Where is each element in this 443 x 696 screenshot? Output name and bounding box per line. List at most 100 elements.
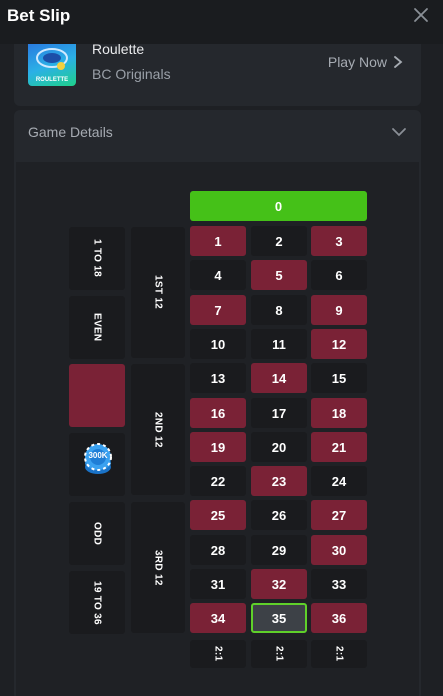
column-bet-3-label: 2:1	[333, 646, 345, 662]
number-cell-12[interactable]: 12	[311, 329, 367, 359]
number-cell-18-label: 18	[331, 405, 347, 421]
number-cell-19-label: 19	[210, 439, 226, 455]
number-cell-24[interactable]: 24	[311, 466, 367, 496]
number-cell-20[interactable]: 20	[251, 432, 307, 462]
number-cell-4[interactable]: 4	[190, 260, 246, 290]
number-cell-5-label: 5	[275, 267, 283, 283]
close-icon[interactable]	[411, 5, 431, 25]
number-cell-3-label: 3	[335, 233, 343, 249]
game-thumbnail[interactable]: ROULETTE	[28, 44, 76, 86]
outside-bet-6-label: 19 TO 36	[91, 580, 103, 625]
number-cell-15-label: 15	[331, 370, 347, 386]
number-cell-27[interactable]: 27	[311, 500, 367, 530]
number-cell-6-label: 6	[335, 267, 343, 283]
play-now-link[interactable]: Play Now	[328, 54, 403, 70]
game-details-toggle[interactable]: Game Details	[14, 110, 421, 154]
number-cell-25-label: 25	[210, 507, 226, 523]
game-name: Roulette	[92, 41, 145, 57]
number-cell-34[interactable]: 34	[190, 603, 246, 633]
number-cell-21[interactable]: 21	[311, 432, 367, 462]
number-cell-8[interactable]: 8	[251, 295, 307, 325]
number-cell-12-label: 12	[331, 336, 347, 352]
bet-slip-header: Bet Slip	[0, 0, 443, 44]
number-cell-18[interactable]: 18	[311, 398, 367, 428]
number-cell-16-label: 16	[210, 405, 226, 421]
outside-bet-2-label: EVEN	[91, 313, 103, 342]
number-cell-4-label: 4	[214, 267, 222, 283]
number-cell-10[interactable]: 10	[190, 329, 246, 359]
chevron-right-icon	[394, 56, 403, 68]
outside-bet-2[interactable]: EVEN	[69, 296, 125, 359]
number-cell-3[interactable]: 3	[311, 226, 367, 256]
number-cell-5[interactable]: 5	[251, 260, 307, 290]
number-cell-0[interactable]: 0	[190, 191, 367, 221]
outside-bet-1-label: 1 TO 18	[91, 239, 103, 278]
dozen-bet-3-label: 3RD 12	[152, 549, 164, 586]
number-cell-23[interactable]: 23	[251, 466, 307, 496]
column-bet-1-label: 2:1	[212, 646, 224, 662]
number-cell-17-label: 17	[271, 405, 287, 421]
number-cell-22-label: 22	[210, 473, 226, 489]
number-cell-26[interactable]: 26	[251, 500, 307, 530]
number-cell-13[interactable]: 13	[190, 363, 246, 393]
number-cell-7-label: 7	[214, 302, 222, 318]
number-cell-11-label: 11	[272, 336, 286, 352]
number-cell-14[interactable]: 14	[251, 363, 307, 393]
number-cell-32[interactable]: 32	[251, 569, 307, 599]
number-cell-7[interactable]: 7	[190, 295, 246, 325]
number-cell-30[interactable]: 30	[311, 535, 367, 565]
column-bet-2[interactable]: 2:1	[251, 640, 307, 668]
number-cell-17[interactable]: 17	[251, 398, 307, 428]
number-cell-25[interactable]: 25	[190, 500, 246, 530]
number-cell-2[interactable]: 2	[251, 226, 307, 256]
number-cell-9[interactable]: 9	[311, 295, 367, 325]
number-cell-31[interactable]: 31	[190, 569, 246, 599]
number-cell-1[interactable]: 1	[190, 226, 246, 256]
number-cell-21-label: 21	[331, 439, 347, 455]
column-bet-1[interactable]: 2:1	[190, 640, 246, 668]
chip-amount-label: 300K	[88, 451, 108, 460]
number-cell-24-label: 24	[331, 473, 347, 489]
number-cell-27-label: 27	[331, 507, 347, 523]
number-cell-36-label: 36	[331, 610, 347, 626]
number-cell-33-label: 33	[331, 576, 347, 592]
outside-bet-1[interactable]: 1 TO 18	[69, 227, 125, 290]
number-cell-19[interactable]: 19	[190, 432, 246, 462]
number-cell-0-label: 0	[274, 198, 283, 214]
game-thumb-label: ROULETTE	[35, 77, 69, 83]
number-cell-29[interactable]: 29	[251, 535, 307, 565]
outside-bet-5-label: ODD	[91, 521, 103, 546]
number-cell-28[interactable]: 28	[190, 535, 246, 565]
column-bet-3[interactable]: 2:1	[311, 640, 367, 668]
game-details-title: Game Details	[28, 124, 113, 140]
number-cell-10-label: 10	[210, 336, 226, 352]
dozen-bet-2-label: 2ND 12	[152, 411, 164, 448]
roulette-wheel-icon	[36, 48, 68, 70]
number-cell-29-label: 29	[271, 542, 287, 558]
number-cell-16[interactable]: 16	[190, 398, 246, 428]
chevron-down-icon	[392, 128, 406, 137]
number-cell-11[interactable]: 11	[251, 329, 307, 359]
number-cell-6[interactable]: 6	[311, 260, 367, 290]
play-now-label: Play Now	[327, 54, 387, 70]
number-cell-14-label: 14	[271, 370, 287, 386]
number-cell-35[interactable]: 35	[251, 603, 307, 633]
page-title: Bet Slip	[7, 6, 71, 25]
dozen-bet-1[interactable]: 1ST 12	[131, 227, 185, 358]
outside-bet-6[interactable]: 19 TO 36	[69, 571, 125, 634]
game-card: ROULETTE Roulette BC Originals Play Now	[14, 41, 421, 106]
number-cell-36[interactable]: 36	[311, 603, 367, 633]
dozen-bet-3[interactable]: 3RD 12	[131, 502, 185, 633]
number-cell-33[interactable]: 33	[311, 569, 367, 599]
number-cell-1-label: 1	[214, 233, 222, 249]
number-cell-34-label: 34	[210, 610, 226, 626]
number-cell-26-label: 26	[271, 507, 287, 523]
number-cell-2-label: 2	[275, 233, 283, 249]
dozen-bet-2[interactable]: 2ND 12	[131, 364, 185, 495]
red-bet[interactable]	[69, 364, 125, 427]
number-cell-22[interactable]: 22	[190, 466, 246, 496]
column-bet-2-label: 2:1	[273, 646, 285, 662]
chip-icon[interactable]	[84, 443, 112, 477]
number-cell-15[interactable]: 15	[311, 363, 367, 393]
outside-bet-5[interactable]: ODD	[69, 502, 125, 565]
